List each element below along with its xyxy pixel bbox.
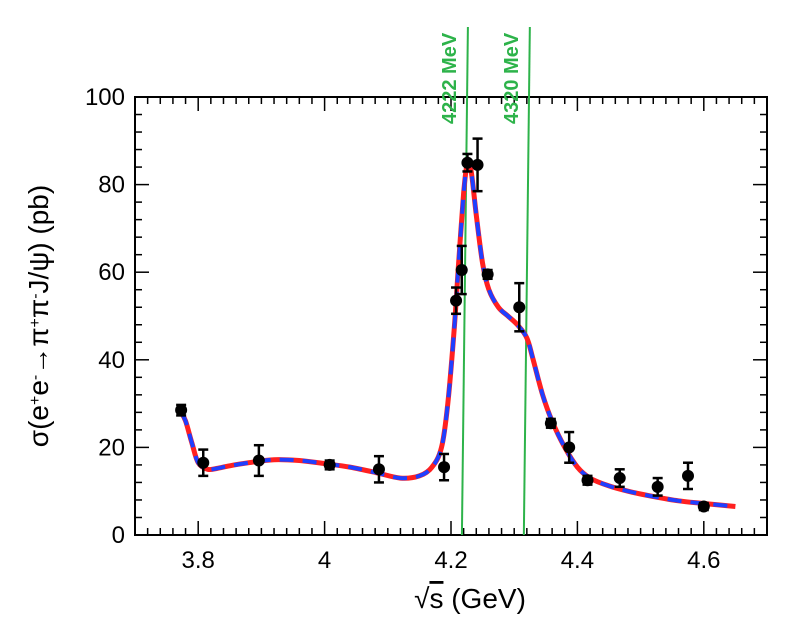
data-point bbox=[175, 403, 188, 417]
x-tick-label: 4.6 bbox=[687, 547, 720, 574]
data-marker bbox=[651, 480, 664, 493]
data-point bbox=[513, 281, 526, 333]
data-marker bbox=[372, 463, 385, 476]
data-point bbox=[697, 500, 710, 513]
data-point bbox=[682, 461, 694, 491]
data-point bbox=[323, 458, 336, 471]
data-point bbox=[450, 286, 463, 316]
data-point bbox=[544, 417, 557, 430]
resonance-line bbox=[460, 26, 469, 536]
x-tick-label: 4.4 bbox=[561, 547, 594, 574]
data-marker bbox=[438, 461, 451, 474]
y-tick-label: 80 bbox=[98, 172, 125, 199]
resonance-line-label: 4320 MeV bbox=[501, 32, 523, 124]
axis-ticks bbox=[135, 96, 767, 536]
data-point bbox=[471, 137, 484, 193]
fit-curve-solid-red bbox=[178, 158, 736, 509]
data-marker bbox=[175, 404, 188, 417]
data-marker bbox=[544, 417, 557, 430]
y-tick-label: 40 bbox=[98, 347, 125, 374]
x-tick-label: 4 bbox=[318, 547, 331, 574]
data-marker bbox=[252, 454, 265, 467]
data-point bbox=[651, 476, 664, 497]
x-axis-title: √s (GeV) bbox=[414, 583, 526, 614]
data-point bbox=[455, 244, 468, 296]
data-point bbox=[581, 474, 594, 487]
data-point bbox=[563, 430, 576, 464]
y-axis-title: σ(e+e-→π+π-J/ψ) (pb) bbox=[23, 185, 54, 447]
y-tick-label: 60 bbox=[98, 259, 125, 286]
resonance-line bbox=[522, 26, 531, 536]
data-marker bbox=[563, 441, 576, 454]
axis-tick-labels: 0 20 40 60 80 100 3.8 4 4.2 4.4 4.6 bbox=[85, 84, 721, 574]
data-point bbox=[372, 454, 385, 484]
data-marker bbox=[461, 156, 474, 169]
data-marker bbox=[513, 301, 526, 314]
data-marker bbox=[197, 456, 210, 469]
data-point bbox=[481, 268, 494, 281]
fit-curve-dashed-blue bbox=[179, 159, 736, 509]
data-points bbox=[175, 137, 710, 513]
data-point bbox=[438, 452, 451, 482]
data-point bbox=[252, 443, 265, 478]
data-marker bbox=[682, 469, 694, 482]
resonance-line-label: 4222 MeV bbox=[439, 32, 461, 124]
resonance-lines: 4222 MeV 4320 MeV bbox=[439, 26, 531, 536]
plot-frame bbox=[134, 96, 768, 536]
y-tick-label: 100 bbox=[85, 84, 125, 111]
data-marker bbox=[323, 458, 336, 471]
data-point bbox=[461, 152, 474, 173]
y-tick-label: 0 bbox=[112, 522, 125, 549]
data-marker bbox=[455, 264, 468, 277]
data-point bbox=[197, 448, 210, 478]
data-marker bbox=[471, 158, 484, 171]
data-marker bbox=[581, 474, 594, 487]
y-tick-label: 20 bbox=[98, 434, 125, 461]
data-marker bbox=[450, 294, 463, 307]
data-point bbox=[613, 468, 626, 489]
data-marker bbox=[613, 472, 626, 485]
fit-curves bbox=[178, 158, 736, 509]
data-marker bbox=[697, 500, 710, 513]
x-tick-label: 3.8 bbox=[182, 547, 215, 574]
x-tick-label: 4.2 bbox=[434, 547, 467, 574]
data-marker bbox=[481, 268, 494, 281]
